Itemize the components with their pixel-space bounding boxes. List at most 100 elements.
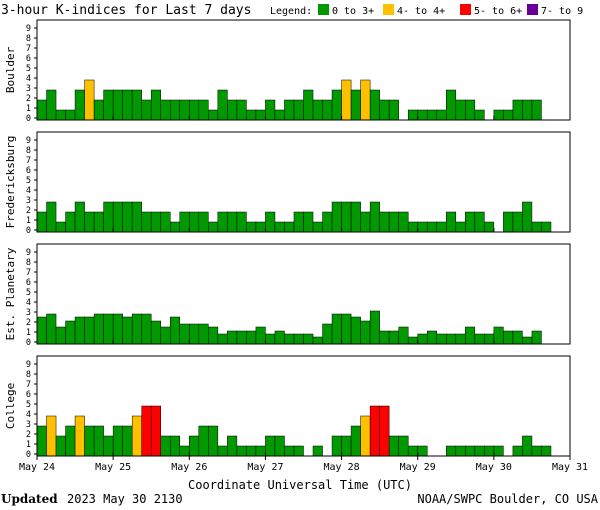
bar	[46, 415, 57, 457]
bar	[236, 211, 247, 233]
bar	[388, 330, 399, 345]
y-tick-label: 5	[26, 176, 31, 186]
bar	[141, 405, 152, 457]
y-tick-label: 2	[26, 318, 31, 328]
bar	[398, 435, 409, 457]
y-tick-label: 0	[26, 226, 31, 236]
bar	[131, 415, 142, 457]
y-tick-label: 7	[26, 156, 31, 166]
bar	[255, 326, 266, 345]
bar	[84, 79, 95, 121]
bar	[208, 425, 219, 457]
bar	[446, 445, 457, 457]
bar	[446, 333, 457, 345]
legend-entry-4: 7- to 9	[541, 6, 583, 17]
legend: 0 to 3+ 4- to 4+ 5- to 6+ 7- to 9	[318, 4, 583, 17]
bar	[55, 109, 66, 121]
bar	[198, 211, 209, 233]
bar	[189, 211, 200, 233]
bar	[160, 435, 171, 457]
bar	[141, 99, 152, 121]
bar	[426, 330, 438, 345]
bar	[103, 201, 114, 233]
bar	[160, 326, 171, 345]
bar	[312, 99, 323, 121]
legend-entry-2: 4- to 4+	[397, 6, 445, 17]
y-tick-label: 3	[26, 196, 31, 206]
bar	[331, 201, 342, 233]
y-tick-label: 4	[26, 298, 31, 308]
x-tick-label: May 31	[552, 462, 588, 473]
bar	[417, 109, 428, 121]
footer-credit: NOAA/SWPC Boulder, CO USA	[417, 492, 598, 506]
bar	[341, 79, 352, 121]
bar	[122, 201, 133, 233]
bar	[122, 89, 133, 121]
bar	[274, 435, 285, 457]
bar	[331, 313, 342, 345]
bar	[74, 316, 85, 345]
bar	[369, 89, 380, 121]
bar	[227, 211, 238, 233]
bar	[293, 99, 304, 121]
bar	[455, 99, 466, 121]
bar	[484, 221, 495, 233]
bar	[274, 221, 285, 233]
bar	[208, 221, 219, 233]
bar	[227, 99, 238, 121]
bar	[93, 313, 104, 345]
bar	[179, 323, 190, 345]
bar	[236, 99, 247, 121]
bar	[84, 316, 95, 345]
bar	[131, 89, 142, 121]
bar	[46, 201, 57, 233]
bar	[436, 333, 447, 345]
bar	[246, 330, 257, 345]
bar	[484, 445, 495, 457]
bar	[170, 316, 181, 345]
panel-frame	[36, 355, 571, 457]
bar	[512, 330, 523, 345]
y-tick-label: 2	[26, 430, 31, 440]
legend-swatch-3	[460, 4, 471, 15]
bar	[150, 405, 161, 457]
bar	[322, 211, 333, 233]
bar	[55, 221, 66, 233]
bar	[303, 89, 314, 121]
bar	[55, 326, 66, 345]
bar	[265, 211, 276, 233]
bar	[36, 99, 47, 121]
bar	[36, 211, 47, 233]
chart-title: 3-hour K-indices for Last 7 days	[1, 3, 251, 18]
y-tick-label: 3	[26, 420, 31, 430]
bar	[103, 313, 114, 345]
bar	[341, 313, 352, 345]
bar	[36, 316, 47, 345]
bar	[512, 445, 523, 457]
bar	[426, 109, 438, 121]
bar	[531, 221, 542, 233]
y-tick-label: 4	[26, 410, 31, 420]
bar	[388, 435, 399, 457]
bar	[350, 201, 361, 233]
bar	[293, 445, 304, 457]
bar	[341, 435, 352, 457]
bar	[122, 316, 133, 345]
bar	[360, 415, 371, 457]
bar	[122, 425, 133, 457]
chart-panels: Boulder0123456789Fredericksburg012345678…	[4, 19, 571, 460]
bar	[227, 435, 238, 457]
panel-label: Est. Planetary	[4, 247, 17, 340]
x-axis-label: Coordinate Universal Time (UTC)	[188, 478, 412, 492]
bar	[74, 415, 85, 457]
bar	[493, 109, 504, 121]
bar	[379, 330, 390, 345]
y-tick-label: 6	[26, 390, 31, 400]
bar	[417, 445, 428, 457]
bar	[265, 99, 276, 121]
bar	[255, 221, 266, 233]
bar	[198, 425, 209, 457]
bar	[246, 109, 257, 121]
bar	[379, 211, 390, 233]
